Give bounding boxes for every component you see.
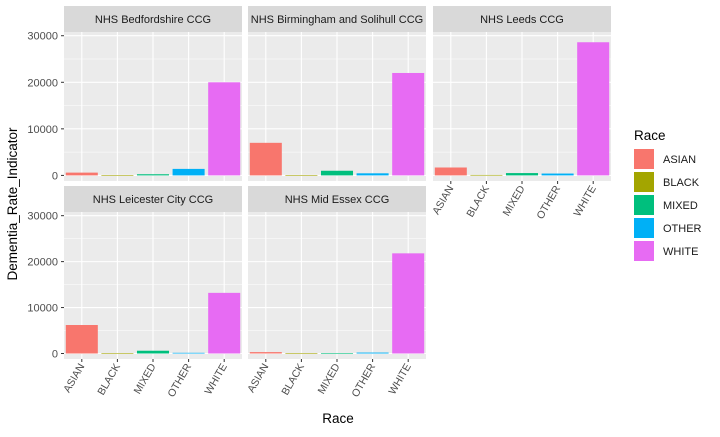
legend-label: OTHER [663,223,702,235]
x-tick-label: BLACK [464,184,492,220]
bar-black [101,175,134,176]
bar-mixed [320,170,354,176]
bar-black [285,175,318,176]
x-tick-label: BLACK [95,362,123,398]
y-axis-title: Dementia_Rate_Indicator [5,127,20,281]
facet-panel: NHS Leicester City CCG 0 10000 20000 30000 AS… [27,186,242,399]
x-tick-label: OTHER [165,361,194,399]
x-tick-label: OTHER [534,183,563,221]
facet-title: NHS Mid Essex CCG [285,194,390,206]
y-tick-label: 10000 [27,124,58,136]
bar-other [356,173,389,176]
y-tick-label: 10000 [27,303,58,315]
legend-label: WHITE [663,246,698,258]
bar-asian [434,167,467,176]
legend-label: BLACK [663,177,700,189]
bar-other [541,173,574,176]
y-tick-label: 20000 [27,77,58,89]
facet-title: NHS Leeds CCG [480,14,564,26]
legend-key-mixed [634,195,654,215]
y-tick-label: 0 [52,348,58,360]
facet-panel: NHS Bedfordshire CCG 0 10000 20000 30000 [27,6,242,182]
bar-white [392,72,425,176]
x-tick-label: MIXED [501,183,528,218]
facet-strip [64,6,242,32]
bar-asian [249,352,282,354]
facet-panel: NHS Mid Essex CCG ASIAN BLACK MIXED OTHER WHI… [245,186,426,399]
y-tick-label: 30000 [27,31,58,43]
facet-strip [248,186,426,212]
x-axis-title: Race [322,411,354,426]
facet-strip [433,6,611,32]
bar-mixed [505,173,539,176]
legend-key-other [634,218,654,238]
facet-strip [248,6,426,32]
bar-other [172,168,205,176]
bar-white [392,253,425,354]
facet-title: NHS Bedfordshire CCG [95,14,211,26]
bar-white [208,292,241,354]
bar-white [208,82,241,176]
bar-asian [249,142,282,176]
bar-mixed [136,174,170,176]
bar-mixed [136,350,170,354]
bar-asian [65,172,98,176]
bar-mixed [320,353,354,354]
x-tick-label: BLACK [279,362,307,398]
x-tick-label: MIXED [316,361,343,396]
legend-label: ASIAN [663,154,696,166]
x-tick-label: WHITE [386,362,413,397]
bar-asian [65,325,98,354]
x-tick-label: ASIAN [61,362,87,395]
legend-key-white [634,241,654,261]
x-tick-label: OTHER [349,361,378,399]
facet-title: NHS Birmingham and Solihull CCG [251,14,423,26]
x-tick-label: ASIAN [430,184,456,217]
facet-panel: NHS Leeds CCG ASIAN BLACK MIXED OTHER WHITE [430,6,611,221]
facet-panels: NHS Bedfordshire CCG0100002000030000NHS … [27,6,611,399]
legend-key-black [634,172,654,192]
x-tick-label: WHITE [571,184,598,219]
bar-black [285,353,318,354]
bar-white [577,42,610,176]
y-tick-label: 20000 [27,257,58,269]
x-tick-label: ASIAN [245,362,271,395]
legend-key-asian [634,149,654,169]
y-tick-label: 0 [52,170,58,182]
bar-black [101,353,134,354]
facet-strip [64,186,242,212]
facet-title: NHS Leicester City CCG [93,194,213,206]
facet-panel: NHS Birmingham and Solihull CCG [248,6,426,181]
x-tick-label: MIXED [132,361,159,396]
y-tick-label: 30000 [27,211,58,223]
bar-other [172,352,205,354]
x-tick-label: WHITE [202,362,229,397]
bar-other [356,352,389,354]
bar-black [470,174,503,176]
legend-title: Race [634,128,666,143]
legend-label: MIXED [663,200,698,212]
legend: Race ASIAN BLACK MIXED OTHER WHITE [634,128,702,261]
